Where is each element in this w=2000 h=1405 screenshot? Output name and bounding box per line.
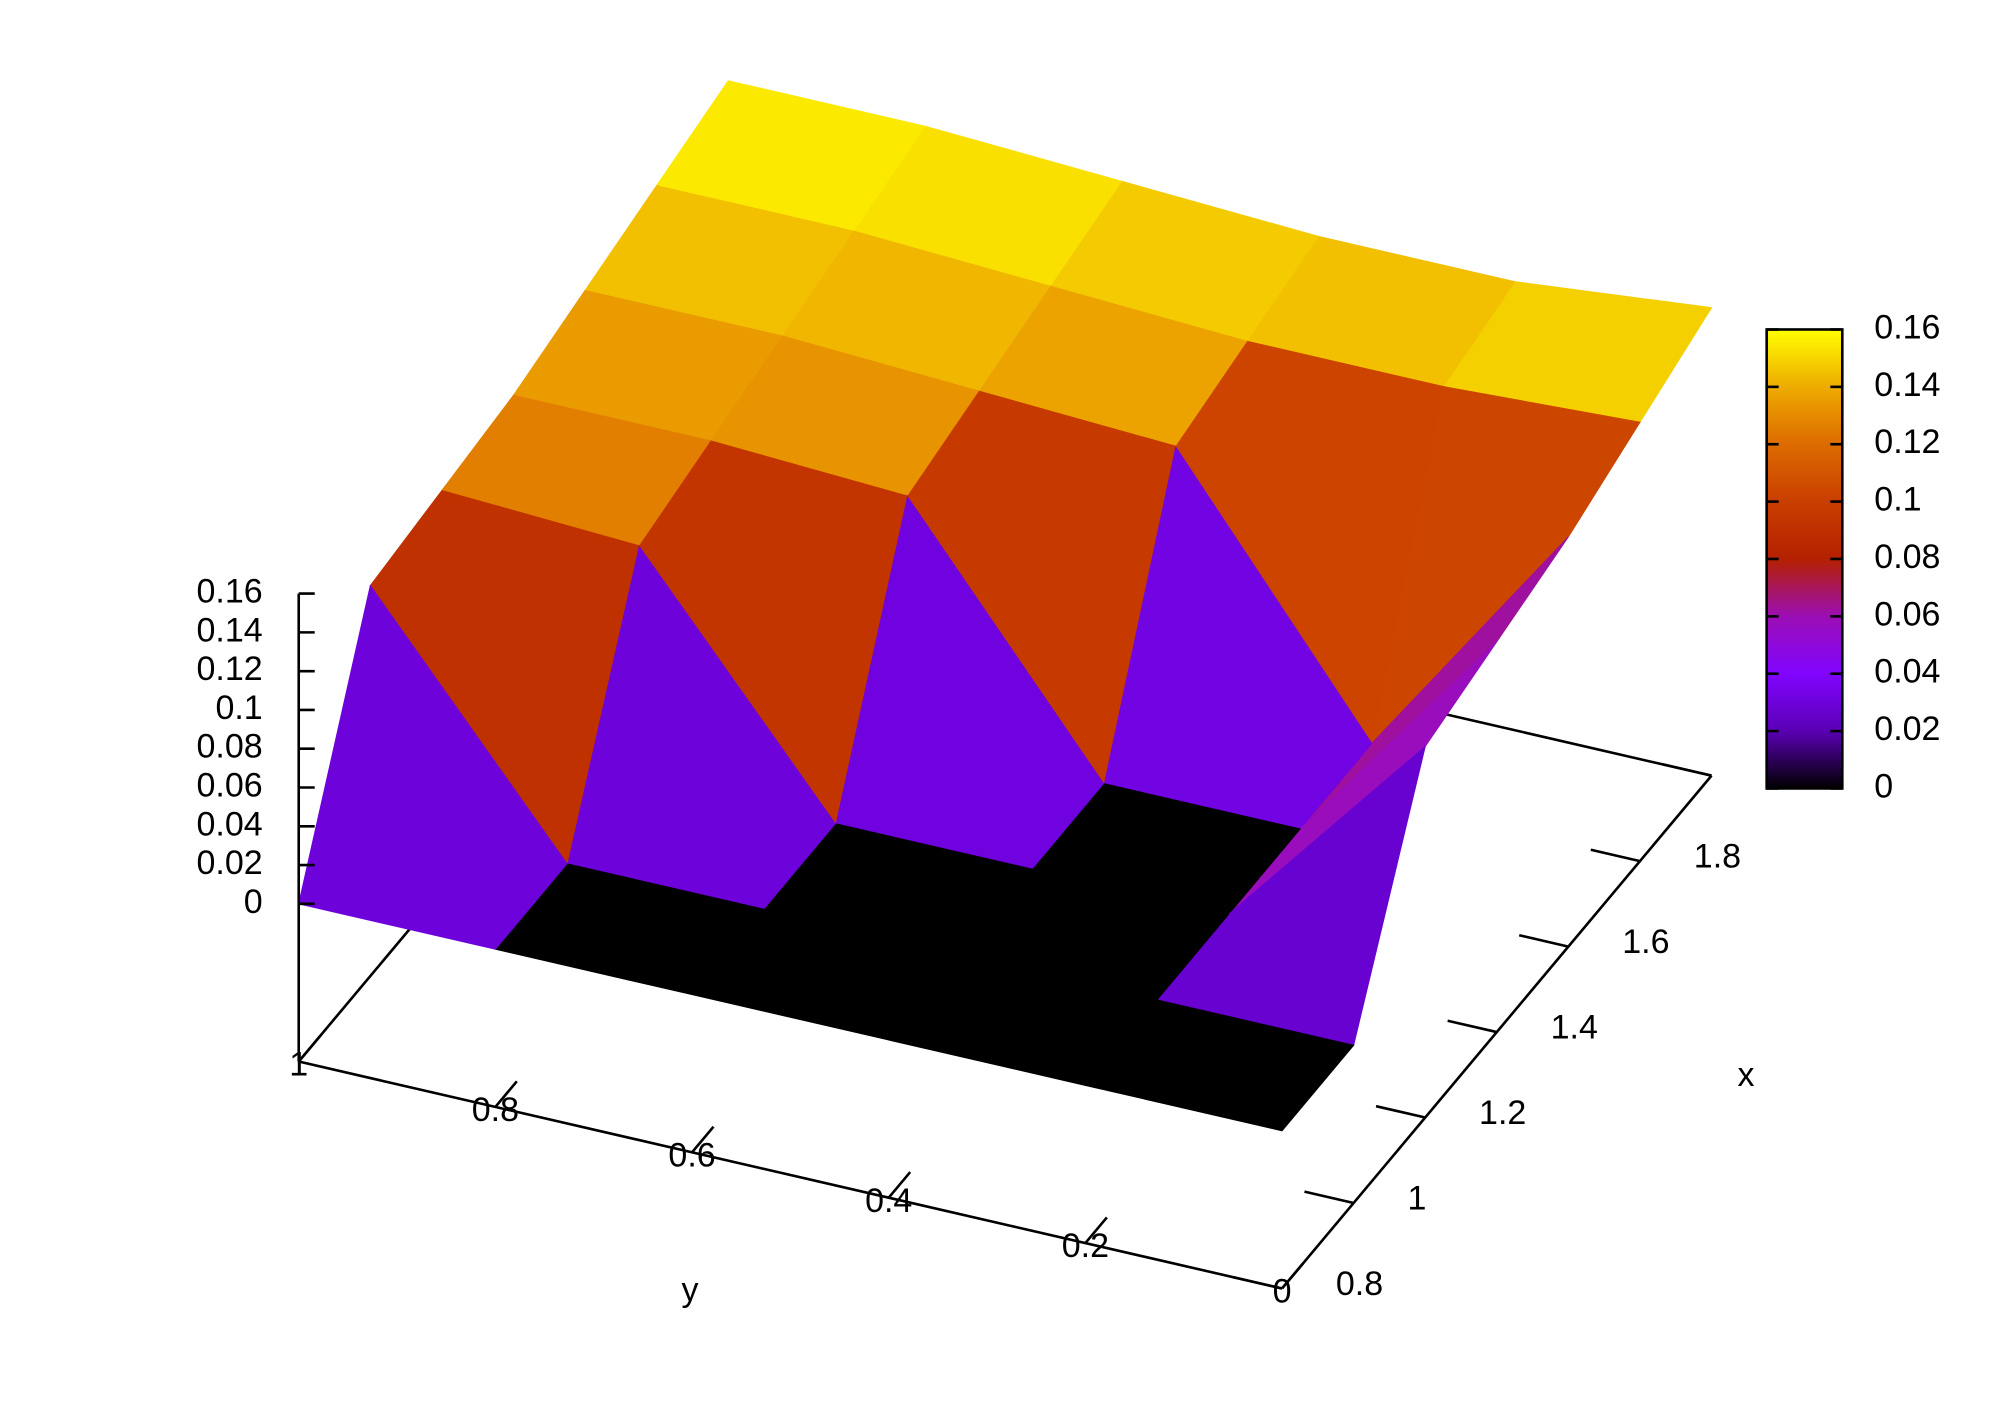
colorbar-tick-label: 0.02 [1874,710,1940,748]
colorbar-tick-label: 0.06 [1874,595,1940,633]
colorbar-tick-label: 0.08 [1874,538,1940,576]
z-tick-label: 0.02 [197,844,263,882]
z-tick-label: 0.1 [215,689,262,727]
x-axis-label: x [1738,1056,1755,1094]
base-front-edge [298,1060,1283,1290]
x-tick-label: 1.2 [1479,1094,1526,1132]
x-tick [1590,848,1641,863]
surface-cell [298,584,568,950]
y-tick-label: 0.6 [668,1136,715,1174]
z-tick-label: 0 [244,883,263,921]
colorbar-tick-label: 0.16 [1874,308,1940,346]
colorbar-tick-label: 0.12 [1874,423,1940,461]
z-tick-label: 0.16 [197,573,263,611]
x-tick [1375,1104,1426,1119]
x-tick-label: 1.6 [1622,923,1669,961]
y-tick-label: 0.8 [472,1091,519,1129]
y-tick [1084,1216,1108,1244]
x-tick-label: 0.8 [1336,1265,1383,1303]
y-tick-label: 0.2 [1062,1227,1109,1265]
z-tick-label: 0.14 [197,611,263,649]
z-tick-label: 0.08 [197,728,263,766]
z-tick-label: 0.06 [197,766,263,804]
y-tick [691,1125,715,1154]
y-axis-label: y [682,1271,699,1309]
z-tick-label: 0.04 [197,805,263,843]
z-tick-label: 0.12 [197,650,263,688]
y-tick [494,1080,518,1108]
y-tick [887,1171,912,1199]
colorbar-tick-label: 0.14 [1874,366,1940,404]
x-tick-label: 1.8 [1694,838,1741,876]
x-tick [1232,1275,1283,1290]
surface [297,80,1713,1132]
y-tick-label: 0 [1273,1273,1292,1311]
y-tick [1281,1261,1305,1290]
x-tick [1447,1019,1498,1034]
axes: 00.020.040.060.080.10.120.140.160.811.21… [197,308,1941,1310]
x-tick [1304,1190,1354,1205]
colorbar-tick-label: 0 [1874,767,1893,805]
y-tick-label: 1 [289,1046,308,1084]
x-tick [1518,933,1569,948]
x-tick-label: 1 [1407,1179,1426,1217]
x-tick-label: 1.4 [1551,1008,1598,1046]
colorbar-tick-label: 0.04 [1874,653,1940,691]
y-tick-label: 0.4 [865,1182,912,1220]
y-tick [297,1035,322,1063]
x-tick [1662,763,1712,777]
colorbar-tick-label: 0.1 [1874,481,1921,519]
